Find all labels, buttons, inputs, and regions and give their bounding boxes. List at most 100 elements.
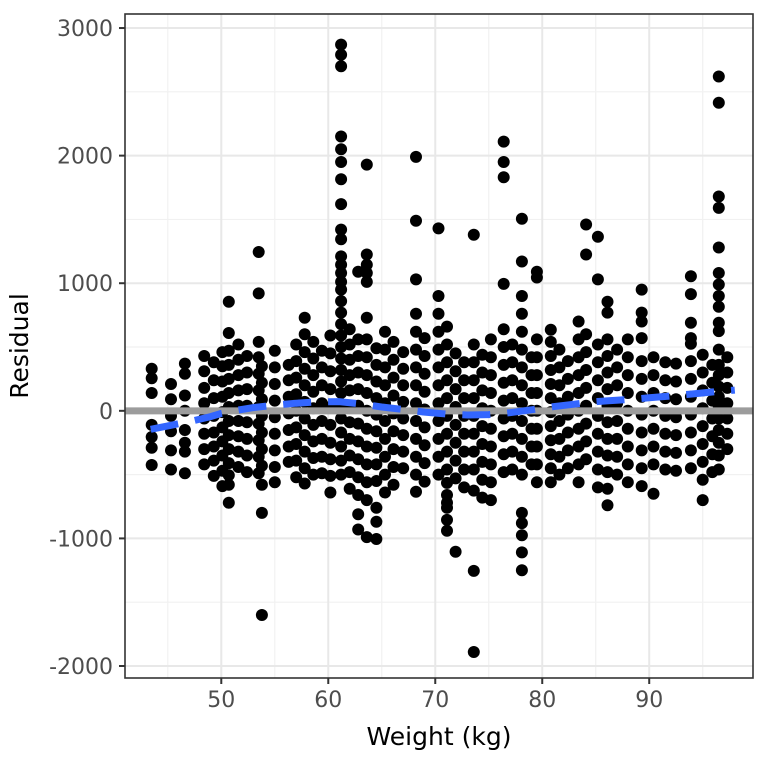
data-point bbox=[352, 523, 365, 536]
data-point bbox=[222, 478, 235, 491]
data-point bbox=[360, 369, 373, 382]
data-point bbox=[721, 443, 734, 456]
data-point bbox=[467, 646, 480, 658]
data-point bbox=[290, 355, 303, 368]
data-point bbox=[441, 501, 453, 514]
data-point bbox=[497, 277, 510, 290]
data-point bbox=[530, 440, 543, 453]
data-point bbox=[621, 369, 634, 382]
data-point bbox=[418, 421, 431, 434]
data-point bbox=[418, 385, 431, 398]
data-point bbox=[441, 513, 453, 526]
data-point bbox=[324, 436, 337, 449]
data-point bbox=[145, 362, 158, 375]
data-point bbox=[670, 357, 682, 370]
data-point bbox=[580, 364, 593, 376]
data-point bbox=[621, 333, 634, 346]
data-point bbox=[222, 429, 235, 442]
data-point bbox=[335, 258, 348, 271]
data-point bbox=[467, 564, 480, 577]
data-point bbox=[635, 426, 648, 439]
data-point bbox=[360, 440, 373, 453]
data-point bbox=[268, 461, 281, 473]
data-point bbox=[298, 328, 311, 341]
data-point bbox=[441, 356, 453, 369]
data-point bbox=[601, 432, 614, 445]
data-point bbox=[324, 329, 337, 342]
data-point bbox=[343, 482, 356, 495]
data-point bbox=[515, 450, 528, 463]
data-point bbox=[684, 316, 697, 329]
data-point bbox=[410, 307, 422, 320]
data-point bbox=[601, 383, 614, 396]
data-point bbox=[515, 506, 528, 519]
data-point bbox=[506, 356, 519, 369]
data-point bbox=[530, 369, 543, 382]
data-point bbox=[178, 389, 191, 402]
axis-tick-marks bbox=[119, 27, 651, 684]
data-point bbox=[441, 320, 453, 333]
data-point bbox=[307, 369, 320, 382]
data-point bbox=[268, 444, 281, 457]
data-point bbox=[410, 415, 422, 427]
data-point bbox=[696, 473, 709, 486]
data-point bbox=[484, 387, 497, 399]
data-point bbox=[467, 356, 480, 369]
data-point bbox=[379, 432, 391, 445]
data-point bbox=[659, 356, 672, 369]
data-point bbox=[712, 267, 725, 279]
data-point bbox=[712, 300, 725, 313]
data-point bbox=[712, 70, 725, 83]
data-point bbox=[307, 385, 320, 398]
data-point bbox=[410, 485, 422, 498]
data-point bbox=[449, 383, 462, 396]
data-point bbox=[561, 444, 574, 457]
data-point bbox=[324, 453, 337, 466]
data-point bbox=[145, 441, 158, 454]
data-point bbox=[580, 346, 593, 359]
data-point bbox=[335, 156, 348, 168]
data-point bbox=[712, 190, 725, 203]
data-point bbox=[647, 369, 660, 382]
data-point bbox=[198, 365, 211, 378]
data-point bbox=[458, 374, 471, 387]
data-point bbox=[335, 295, 348, 308]
data-point bbox=[387, 335, 400, 348]
data-point bbox=[591, 463, 604, 476]
data-point bbox=[484, 440, 497, 453]
data-point bbox=[506, 374, 519, 387]
data-point bbox=[553, 415, 566, 427]
smoother-polyline bbox=[150, 386, 736, 433]
data-point bbox=[360, 275, 373, 288]
data-point bbox=[635, 480, 648, 493]
data-point bbox=[222, 457, 235, 470]
data-point bbox=[580, 417, 593, 430]
data-point bbox=[611, 379, 624, 392]
data-point bbox=[335, 440, 348, 453]
data-point bbox=[696, 494, 709, 507]
data-point bbox=[370, 533, 383, 545]
data-point bbox=[515, 564, 528, 577]
data-point bbox=[467, 484, 480, 497]
data-point bbox=[432, 290, 445, 302]
data-point bbox=[397, 362, 410, 375]
data-point bbox=[611, 415, 624, 427]
data-point bbox=[467, 463, 480, 476]
data-point bbox=[418, 457, 431, 470]
data-point bbox=[145, 459, 158, 471]
data-point bbox=[544, 335, 557, 348]
data-point bbox=[360, 531, 373, 544]
data-point bbox=[370, 501, 383, 514]
data-point bbox=[647, 351, 660, 364]
data-point bbox=[343, 323, 356, 336]
data-point bbox=[418, 367, 431, 380]
data-point bbox=[290, 421, 303, 434]
data-point bbox=[198, 381, 211, 394]
data-point bbox=[591, 273, 604, 286]
data-point bbox=[484, 369, 497, 382]
data-point bbox=[497, 323, 510, 336]
data-point bbox=[222, 469, 235, 482]
data-point bbox=[670, 429, 682, 442]
y-tick-label: -1000 bbox=[49, 527, 113, 552]
data-point bbox=[335, 38, 348, 51]
